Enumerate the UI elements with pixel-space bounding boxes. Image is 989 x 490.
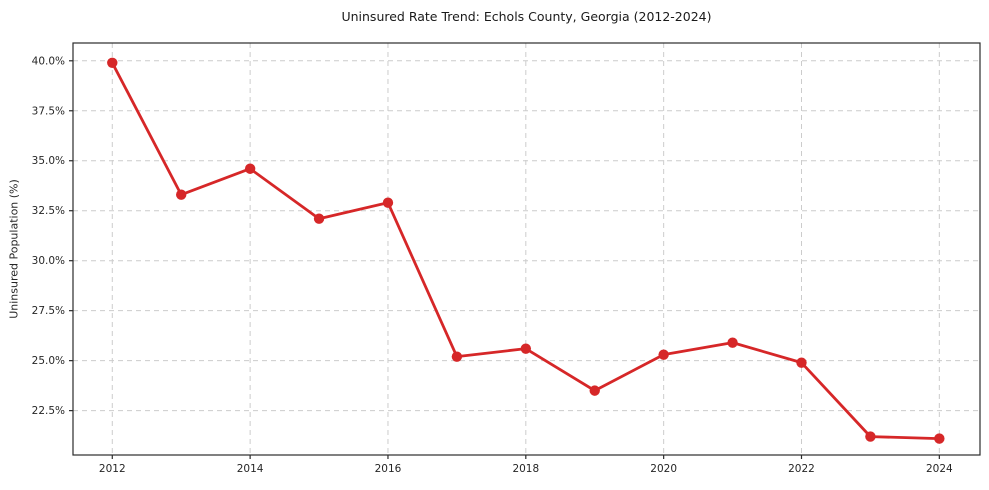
y-tick-label: 37.5% <box>32 105 65 117</box>
y-tick-label: 25.0% <box>32 355 65 367</box>
data-point-2019 <box>589 385 600 396</box>
data-point-2015 <box>313 213 325 224</box>
x-tick-label: 2018 <box>512 463 539 475</box>
y-tick-label: 30.0% <box>32 255 65 267</box>
x-tick-label: 2012 <box>99 463 126 475</box>
data-point-2012 <box>107 57 118 68</box>
data-point-2014 <box>244 163 256 174</box>
x-tick-label: 2024 <box>926 463 953 475</box>
data-point-2024 <box>934 433 945 444</box>
chart-title: Uninsured Rate Trend: Echols County, Geo… <box>341 9 712 24</box>
x-tick-label: 2014 <box>237 463 264 475</box>
data-point-2016 <box>382 197 394 208</box>
x-tick-label: 2020 <box>650 463 677 475</box>
data-point-2021 <box>727 337 738 348</box>
data-point-2017 <box>451 351 463 362</box>
data-point-2018 <box>520 343 532 354</box>
y-tick-label: 32.5% <box>32 205 65 217</box>
data-point-2013 <box>176 189 187 200</box>
data-point-2023 <box>865 431 876 442</box>
y-tick-label: 27.5% <box>32 305 65 317</box>
x-tick-label: 2022 <box>788 463 815 475</box>
y-tick-label: 22.5% <box>32 405 65 417</box>
data-point-2022 <box>796 357 807 368</box>
y-tick-label: 35.0% <box>32 155 65 167</box>
y-tick-label: 40.0% <box>32 55 65 67</box>
plot-frame <box>72 42 981 456</box>
x-tick-label: 2016 <box>375 463 402 475</box>
data-point-2020 <box>658 349 669 360</box>
